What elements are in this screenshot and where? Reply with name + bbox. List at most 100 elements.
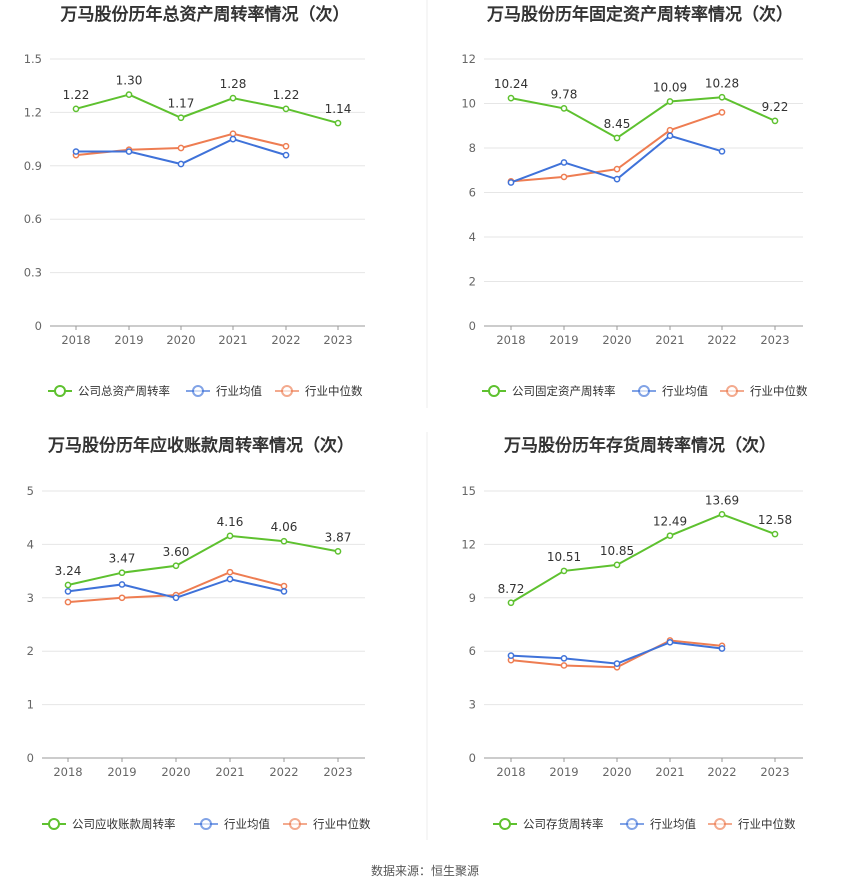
- data-point-avg: [666, 132, 674, 140]
- y-tick-label: 9: [469, 591, 476, 605]
- x-tick-label: 2022: [707, 765, 736, 779]
- x-tick-label: 2021: [655, 765, 684, 779]
- data-point-company: [771, 530, 779, 538]
- y-tick-label: 0.3: [24, 266, 42, 280]
- legend-label: 行业均值: [662, 384, 708, 398]
- chart-panel-4: 万马股份历年存货周转率情况（次） 0 3 6 9 12 15 2018 2019 2020 2021…: [461, 435, 803, 831]
- y-tick-label: 4: [27, 537, 34, 551]
- data-point-avg: [229, 135, 237, 143]
- data-label: 10.28: [705, 76, 739, 90]
- chart-title: 万马股份历年存货周转率情况（次）: [503, 435, 776, 456]
- series-line-company: [67, 534, 339, 586]
- data-point-company: [282, 105, 290, 113]
- chart-title: 万马股份历年总资产周转率情况（次）: [60, 4, 350, 25]
- x-tick-label: 2022: [271, 333, 300, 347]
- x-tick-label: 2019: [107, 765, 136, 779]
- chart-panel-1: 万马股份历年总资产周转率情况（次） 0 0.3 0.6 0.9 1.2 1.5 2018 201…: [24, 4, 365, 398]
- data-point-company: [771, 117, 779, 125]
- y-tick-label: 6: [469, 186, 476, 200]
- y-tick-label: 0: [469, 751, 476, 765]
- data-point-company: [507, 94, 515, 102]
- y-tick-label: 2: [469, 275, 476, 289]
- chart-panel-3: 万马股份历年应收账款周转率情况（次） 0 1 2 3 4 5 2018 2019 2020 2021…: [27, 435, 371, 831]
- y-tick-label: 0: [35, 319, 42, 333]
- data-point-company: [229, 94, 237, 102]
- data-point-company: [72, 105, 80, 113]
- chart-title: 万马股份历年应收账款周转率情况（次）: [47, 435, 354, 456]
- legend-marker: [726, 385, 738, 397]
- data-point-company: [172, 562, 180, 570]
- data-point-company: [718, 93, 726, 101]
- series-line-company: [510, 96, 776, 140]
- legend-marker: [289, 818, 301, 830]
- data-point-avg: [282, 151, 290, 159]
- data-label: 4.16: [217, 515, 244, 529]
- data-point-avg: [718, 645, 726, 652]
- x-tick-label: 2023: [323, 333, 352, 347]
- data-point-company: [613, 134, 621, 142]
- legend-label: 公司固定资产周转率: [512, 384, 616, 398]
- data-point-median: [177, 144, 185, 152]
- series-line-company: [75, 93, 339, 125]
- data-point-company: [118, 569, 126, 577]
- series-line-company: [510, 513, 776, 604]
- y-tick-label: 0: [27, 751, 34, 765]
- data-point-avg: [64, 588, 72, 595]
- data-point-company: [334, 547, 342, 555]
- data-point-avg: [666, 638, 674, 646]
- x-tick-label: 2019: [549, 765, 578, 779]
- data-point-median: [64, 598, 72, 606]
- data-point-median: [560, 173, 568, 181]
- data-label: 13.69: [705, 493, 739, 507]
- data-label: 1.28: [220, 77, 247, 91]
- y-tick-label: 5: [27, 484, 34, 498]
- x-tick-label: 2022: [707, 333, 736, 347]
- data-point-company: [226, 532, 234, 540]
- y-tick-label: 1.2: [24, 105, 42, 119]
- data-point-avg: [613, 660, 621, 668]
- data-point-median: [282, 142, 290, 150]
- legend-label: 行业均值: [650, 817, 696, 831]
- data-point-company: [280, 537, 288, 545]
- legend-marker: [488, 385, 500, 397]
- data-point-median: [718, 109, 726, 116]
- data-point-company: [718, 510, 726, 518]
- data-point-avg: [172, 594, 180, 602]
- legend-label: 行业中位数: [750, 384, 808, 398]
- x-tick-label: 2023: [323, 765, 352, 779]
- data-point-avg: [118, 581, 126, 588]
- x-tick-label: 2021: [215, 765, 244, 779]
- legend-label: 行业均值: [224, 817, 270, 831]
- data-point-avg: [226, 575, 234, 583]
- x-tick-label: 2019: [549, 333, 578, 347]
- y-tick-label: 8: [469, 141, 476, 155]
- y-tick-label: 10: [461, 97, 476, 111]
- x-tick-label: 2020: [166, 333, 195, 347]
- data-label: 10.51: [547, 550, 581, 564]
- legend-label: 行业均值: [216, 384, 262, 398]
- x-tick-label: 2019: [114, 333, 143, 347]
- legend-item-avg: 行业均值: [186, 384, 262, 398]
- data-point-company: [560, 567, 568, 575]
- data-point-avg: [177, 160, 185, 168]
- legend-item-median: 行业中位数: [720, 384, 808, 398]
- data-point-avg: [72, 148, 80, 155]
- x-tick-label: 2018: [496, 333, 525, 347]
- data-label: 1.22: [273, 88, 300, 102]
- data-label: 1.30: [116, 74, 143, 88]
- y-tick-label: 1: [27, 698, 34, 712]
- data-label: 10.85: [600, 544, 634, 558]
- y-tick-label: 1.5: [24, 52, 42, 66]
- y-tick-label: 12: [461, 537, 476, 551]
- x-tick-label: 2018: [496, 765, 525, 779]
- legend-marker: [626, 818, 638, 830]
- series-line-avg: [76, 138, 287, 166]
- x-tick-label: 2020: [161, 765, 190, 779]
- legend-label: 行业中位数: [738, 817, 796, 831]
- data-point-avg: [718, 147, 726, 155]
- data-point-avg: [507, 179, 515, 186]
- x-tick-label: 2020: [602, 765, 631, 779]
- data-label: 3.60: [163, 545, 190, 559]
- legend-label: 公司应收账款周转率: [72, 817, 176, 831]
- data-label: 8.45: [604, 117, 631, 131]
